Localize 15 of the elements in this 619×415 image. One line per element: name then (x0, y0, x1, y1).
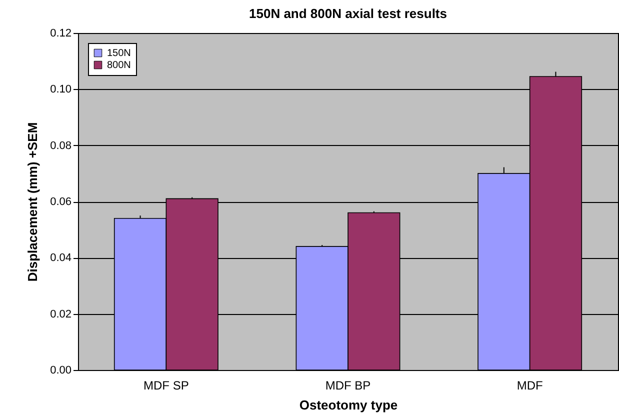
y-tick-label: 0.06 (50, 196, 72, 208)
y-tick-label: 0.00 (50, 364, 72, 376)
legend-label: 800N (107, 60, 131, 71)
x-axis-title: Osteotomy type (299, 398, 398, 412)
y-axis-title: Displacement (mm) +SEM (25, 122, 40, 282)
chart-title: 150N and 800N axial test results (249, 6, 447, 21)
y-tick-label: 0.04 (50, 252, 72, 264)
y-tick-label: 0.10 (50, 84, 72, 96)
legend-label: 150N (107, 48, 131, 59)
y-tick-label: 0.02 (50, 308, 72, 320)
y-tick-label: 0.12 (50, 28, 72, 40)
x-tick-label: MDF (516, 378, 543, 392)
x-tick-label: MDF SP (144, 378, 189, 392)
x-tick-label: MDF BP (325, 378, 371, 392)
y-tick-label: 0.08 (50, 140, 72, 152)
